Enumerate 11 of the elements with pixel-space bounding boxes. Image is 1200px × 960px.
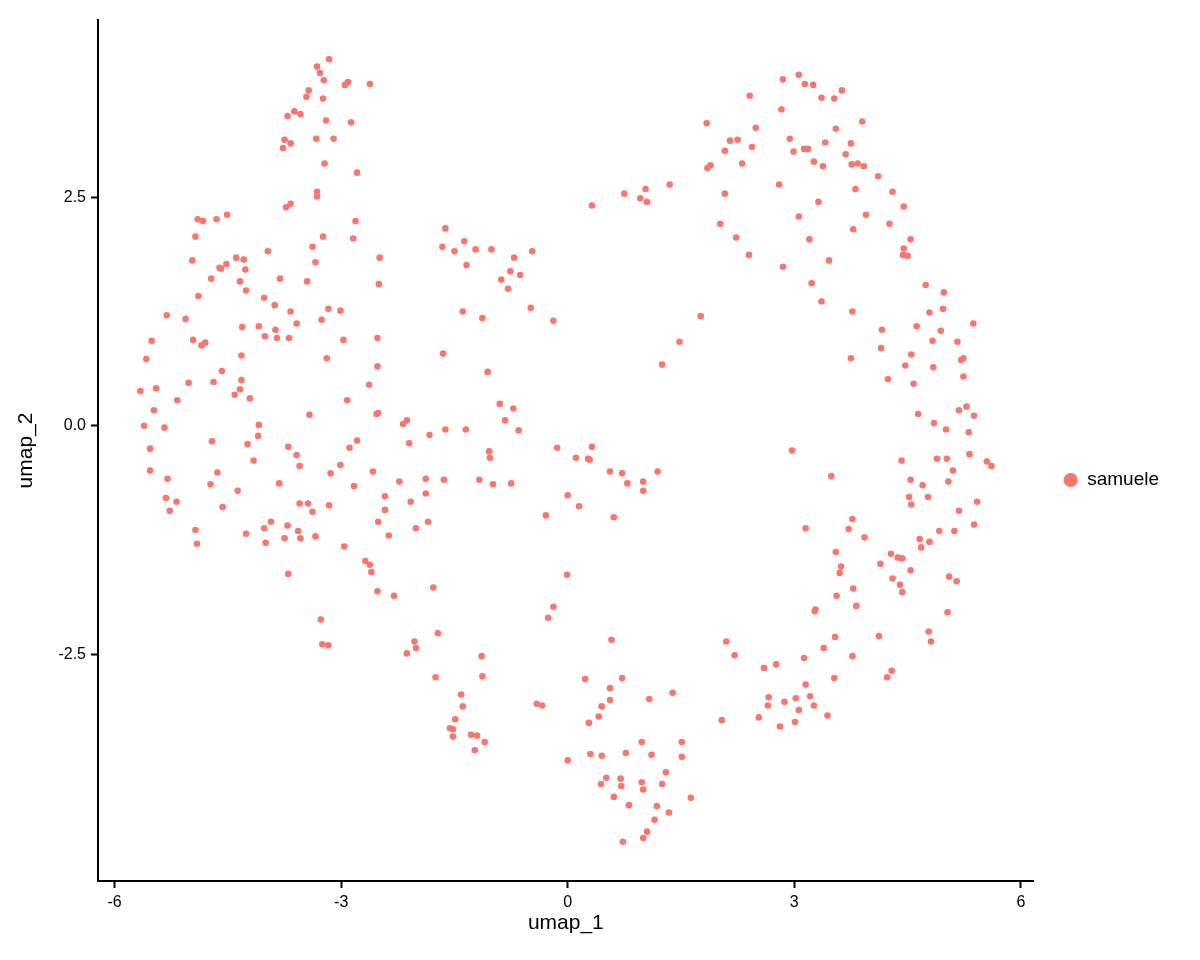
legend-label: samuele (1087, 468, 1160, 490)
y-tick-label: 0.0 (63, 416, 87, 434)
x-tick-label: -6 (107, 893, 122, 911)
x-tick-label: 0 (563, 893, 573, 911)
y-tick-label: -2.5 (58, 644, 87, 662)
y-axis-title: umap_2 (13, 412, 38, 489)
x-axis-title: umap_1 (527, 910, 604, 935)
y-tick-label: 2.5 (63, 187, 87, 205)
x-tick-label: 6 (1016, 893, 1026, 911)
x-tick-label: -3 (334, 893, 349, 911)
x-tick-label: 3 (789, 893, 799, 911)
